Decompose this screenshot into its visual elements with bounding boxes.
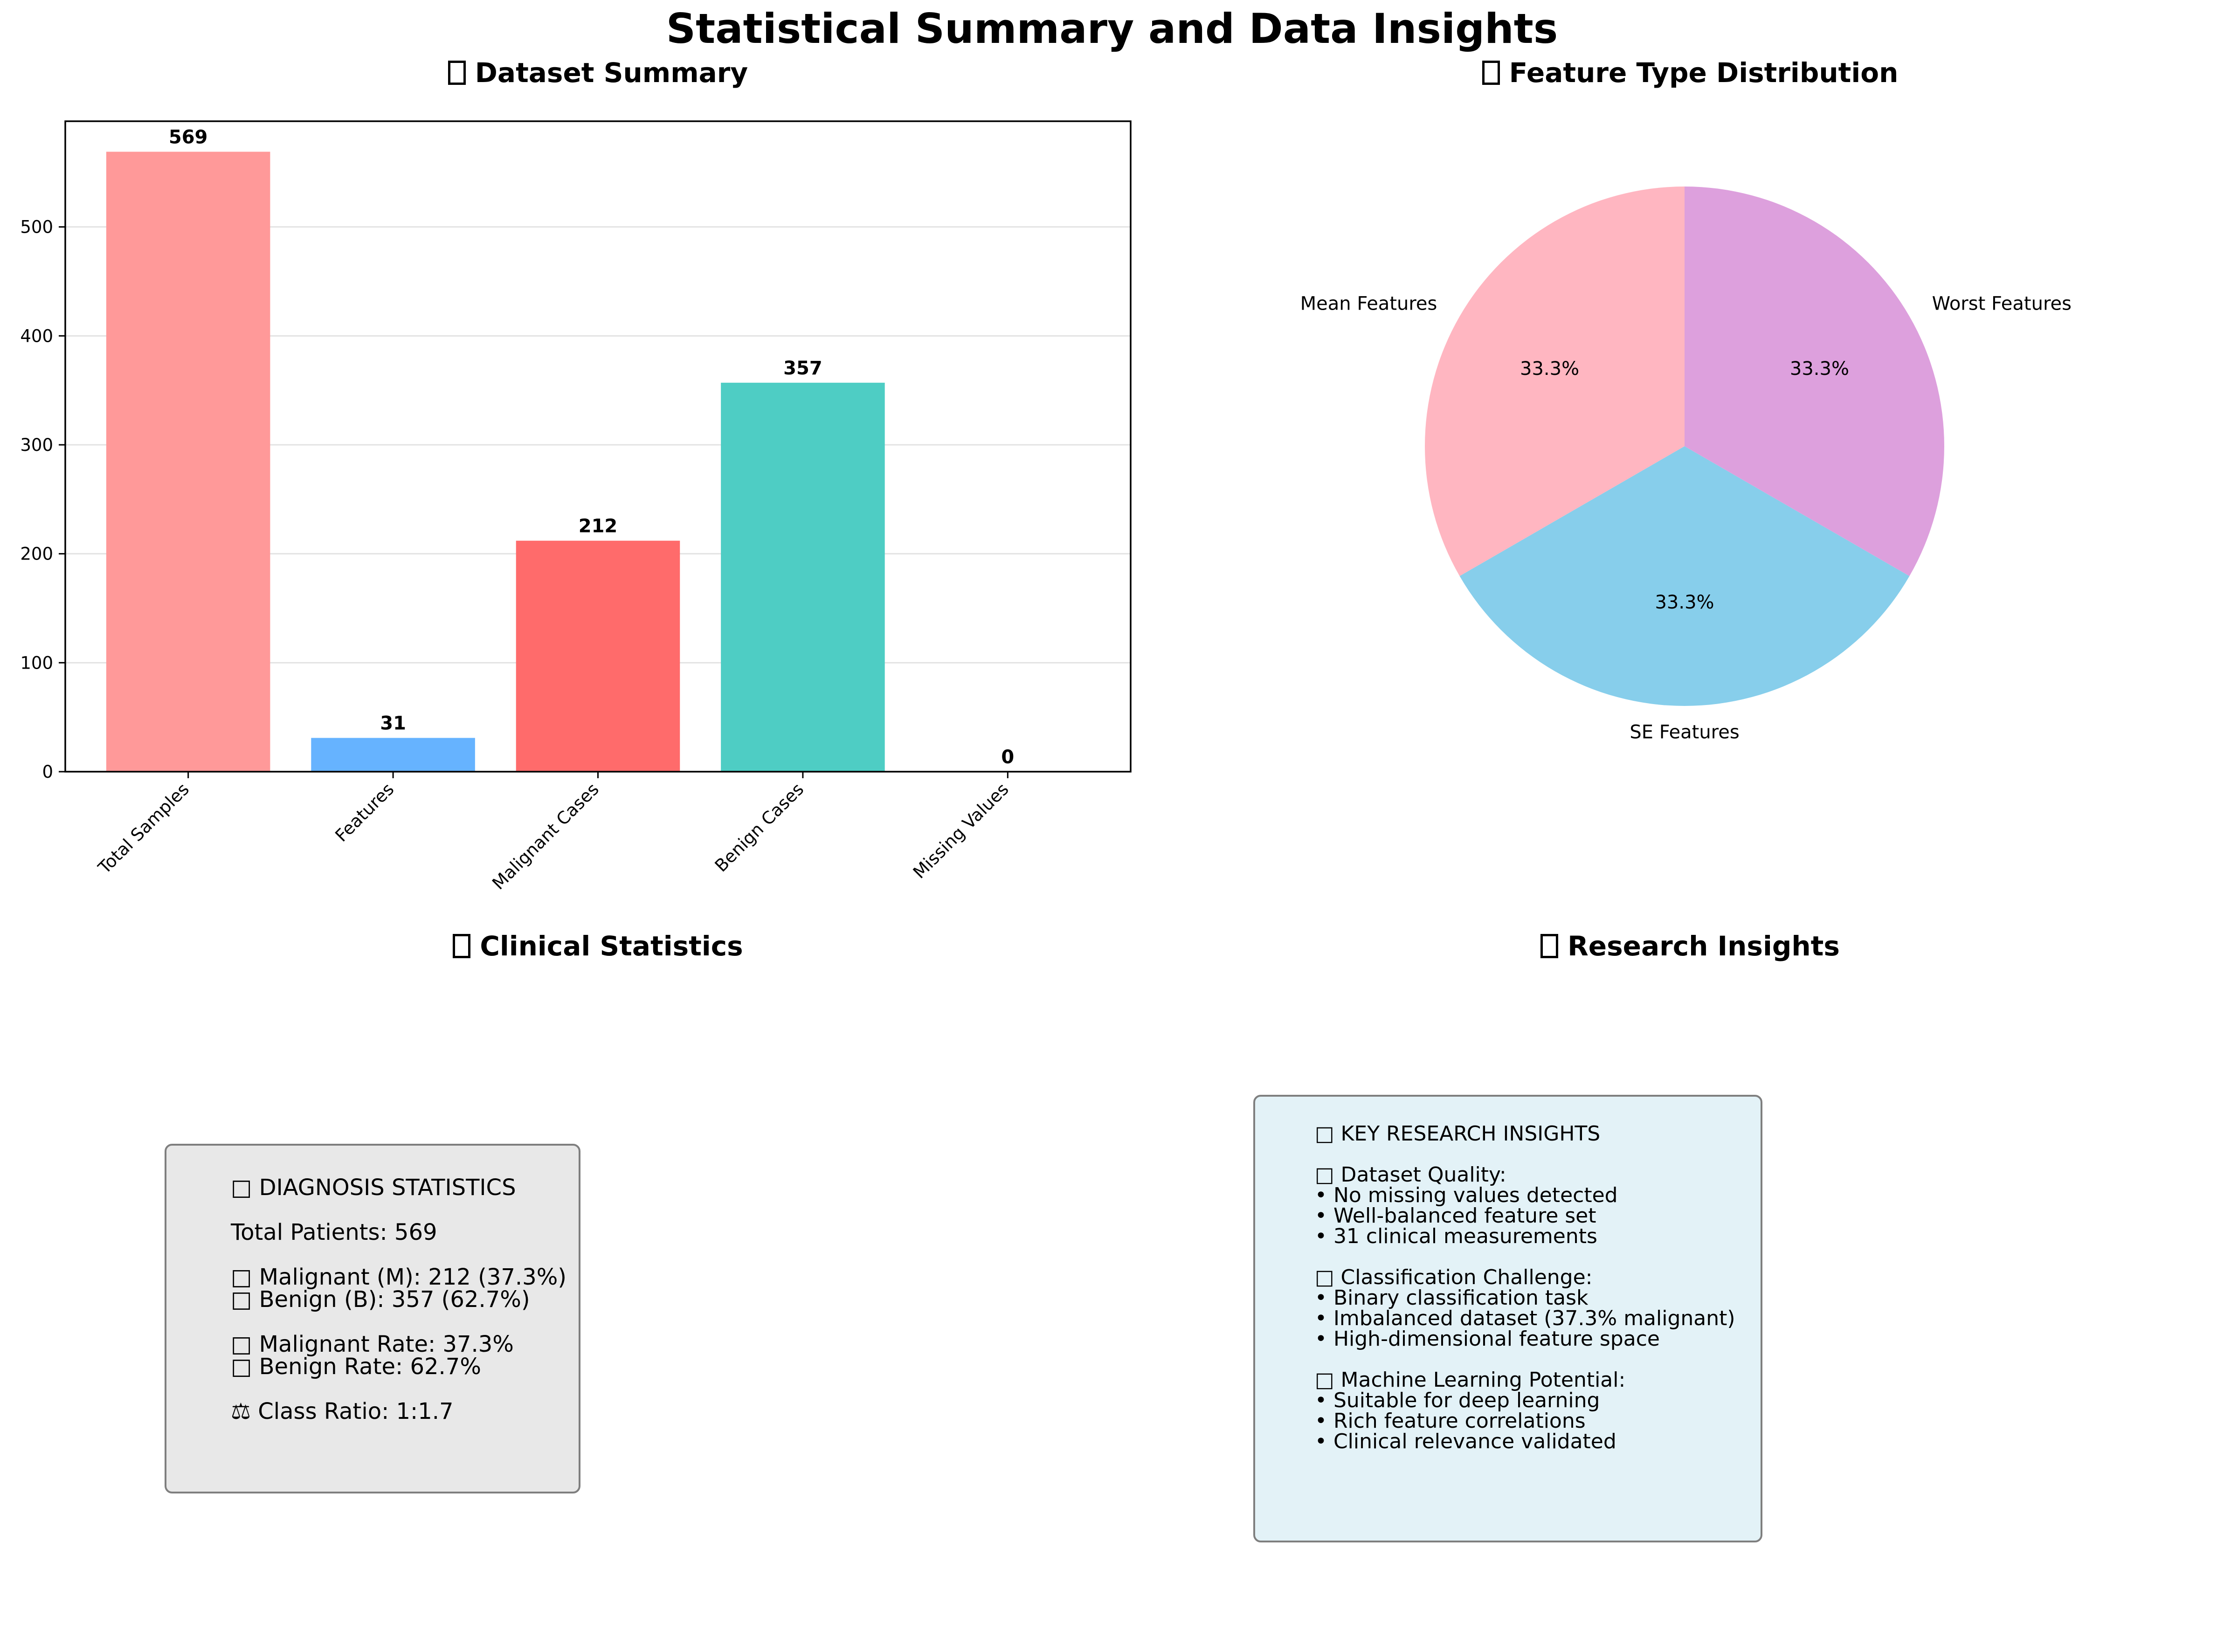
bar-total-samples xyxy=(106,152,270,772)
box-text-line: • Clinical relevance validated xyxy=(1315,1430,1616,1453)
dataset-summary-title: Dataset Summary xyxy=(65,57,1131,89)
box-text-line: □ DIAGNOSIS STATISTICS xyxy=(231,1175,516,1201)
y-tick-label: 300 xyxy=(20,435,53,455)
bar-benign-cases xyxy=(721,382,885,772)
figure-title: Statistical Summary and Data Insights xyxy=(666,5,1558,53)
y-tick-label: 100 xyxy=(20,653,53,673)
x-tick-label: Missing Values xyxy=(909,779,1013,883)
pie-pct-label: 33.3% xyxy=(1520,358,1579,380)
box-text-line: □ Dataset Quality: xyxy=(1315,1163,1506,1187)
research-insights-box: □ KEY RESEARCH INSIGHTS □ Dataset Quality… xyxy=(1253,1095,1762,1542)
box-text-line xyxy=(231,1244,579,1266)
y-tick-label: 500 xyxy=(20,217,53,237)
pie-slice-worst-features xyxy=(1685,187,1944,576)
box-text-line xyxy=(1315,1144,1761,1165)
box-text-line: • Rich feature correlations xyxy=(1315,1409,1586,1433)
pie-pct-label: 33.3% xyxy=(1790,358,1849,380)
box-text-line: • Well-balanced feature set xyxy=(1315,1204,1596,1228)
box-text-line: □ Benign (B): 357 (62.7%) xyxy=(231,1286,530,1313)
box-text-line: □ Classification Challenge: xyxy=(1315,1265,1593,1289)
box-text-line xyxy=(231,1199,579,1221)
bar-value-label: 0 xyxy=(1001,747,1014,768)
dataset-summary-bar-chart: 569 31 212 357 0 0 100 200 300 400 500 Total Sample… xyxy=(20,120,1132,894)
box-text-line xyxy=(1315,1247,1761,1267)
box-text-line: Total Patients: 569 xyxy=(231,1219,437,1245)
box-text-line: □ KEY RESEARCH INSIGHTS xyxy=(1315,1122,1601,1146)
box-text-line: • No missing values detected xyxy=(1315,1183,1618,1207)
box-text-line: • Imbalanced dataset (37.3% malignant) xyxy=(1315,1306,1735,1330)
feature-distribution-title: Feature Type Distribution xyxy=(1282,57,2098,89)
box-text-line: □ Benign Rate: 62.7% xyxy=(231,1354,481,1380)
bar-malignant-cases xyxy=(516,540,680,772)
box-text-line xyxy=(231,1378,579,1400)
research-insights-title: Research Insights xyxy=(1282,930,2098,962)
box-text-line: □ Machine Learning Potential: xyxy=(1315,1368,1626,1392)
box-text-line: • 31 clinical measurements xyxy=(1315,1224,1597,1248)
pie-slice-se-features xyxy=(1459,446,1910,706)
box-text-line: □ Malignant (M): 212 (37.3%) xyxy=(231,1264,567,1290)
pie-slice-mean-features xyxy=(1425,187,1685,576)
pie-category-label: Mean Features xyxy=(1300,293,1437,315)
y-tick-label: 0 xyxy=(42,762,53,782)
missing-glyph-icon xyxy=(1482,61,1500,85)
pie-category-label: SE Features xyxy=(1630,722,1739,743)
bar-value-label: 357 xyxy=(783,358,822,379)
bar-value-label: 31 xyxy=(380,713,406,734)
x-tick-label: Total Samples xyxy=(94,779,193,878)
pie-pct-label: 33.3% xyxy=(1655,592,1714,613)
clinical-statistics-box: □ DIAGNOSIS STATISTICS Total Patients: 56… xyxy=(165,1144,580,1493)
bar-features xyxy=(311,738,475,772)
box-text-line: • High-dimensional feature space xyxy=(1315,1327,1660,1351)
feature-type-pie-chart: 33.3% Mean Features 33.3% SE Features 33.3% W… xyxy=(1300,187,2072,743)
box-text-line xyxy=(231,1311,579,1333)
box-text-line: • Binary classification task xyxy=(1315,1286,1589,1310)
box-text-line xyxy=(1315,1349,1761,1370)
bar-value-label: 569 xyxy=(169,126,208,148)
x-tick-label: Features xyxy=(332,779,398,846)
missing-glyph-icon xyxy=(448,61,466,85)
x-tick-label: Malignant Cases xyxy=(488,779,603,894)
y-tick-label: 200 xyxy=(20,544,53,564)
pie-category-label: Worst Features xyxy=(1932,293,2072,315)
box-text-line: ⚖ Class Ratio: 1:1.7 xyxy=(231,1398,454,1424)
box-text-line: • Suitable for deep learning xyxy=(1315,1389,1600,1412)
missing-glyph-icon xyxy=(1540,934,1559,958)
missing-glyph-icon xyxy=(453,934,471,958)
y-tick-label: 400 xyxy=(20,326,53,346)
box-text-line: □ Malignant Rate: 37.3% xyxy=(231,1331,514,1357)
clinical-statistics-title: Clinical Statistics xyxy=(65,930,1131,962)
bar-value-label: 212 xyxy=(579,516,618,537)
x-tick-label: Benign Cases xyxy=(711,779,808,876)
